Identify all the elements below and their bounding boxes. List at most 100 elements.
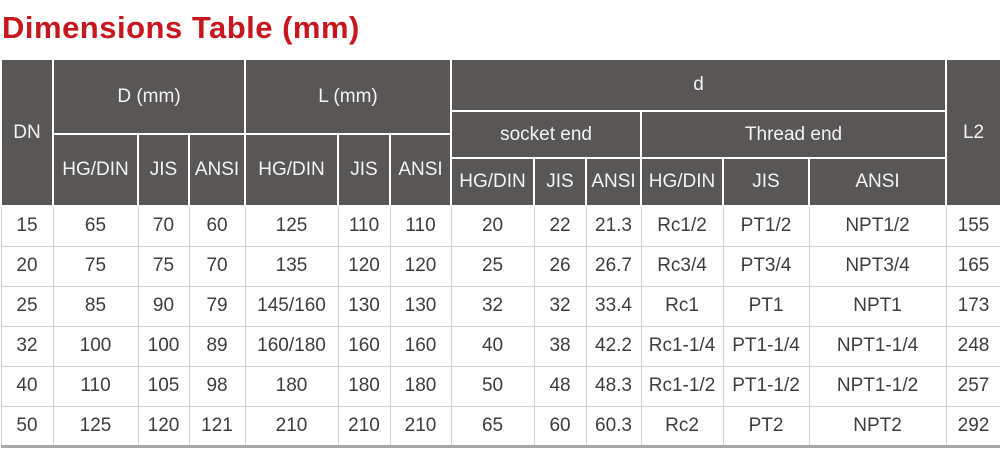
cell-socket-hgdin: 50 bbox=[450, 365, 535, 407]
header-cell-thread-hgdin: HG/DIN bbox=[640, 157, 725, 207]
cell-l-jis: 110 bbox=[337, 205, 391, 247]
cell-l2: 248 bbox=[945, 325, 1000, 367]
cell-thread-hgdin: Rc3/4 bbox=[640, 245, 724, 287]
header-row-2: socket end Thread end bbox=[1, 110, 1000, 159]
cell-thread-ansi: NPT1-1/2 bbox=[808, 365, 947, 407]
table-body: 15 65 70 60 125 110 110 20 22 21.3 Rc1/2… bbox=[0, 205, 1000, 448]
cell-d-hgdin: 100 bbox=[52, 325, 139, 367]
cell-l2: 155 bbox=[945, 205, 1000, 247]
header-cell-l-ansi: ANSI bbox=[389, 133, 453, 207]
cell-socket-jis: 22 bbox=[533, 205, 587, 247]
cell-dn: 50 bbox=[0, 405, 54, 448]
table-row-dn32: 32 100 100 89 160/180 160 160 40 38 42.2… bbox=[0, 325, 1000, 367]
table-row-dn15: 15 65 70 60 125 110 110 20 22 21.3 Rc1/2… bbox=[0, 205, 1000, 247]
cell-d-jis: 100 bbox=[137, 325, 190, 367]
cell-thread-hgdin: Rc1/2 bbox=[640, 205, 724, 247]
header-cell-d-ansi: ANSI bbox=[187, 133, 247, 207]
cell-d-ansi: 79 bbox=[188, 285, 246, 327]
header-cell-l2: L2 bbox=[945, 58, 1000, 207]
cell-socket-ansi: 21.3 bbox=[585, 205, 642, 247]
cell-thread-jis: PT1-1/4 bbox=[722, 325, 810, 367]
cell-d-hgdin: 85 bbox=[52, 285, 139, 327]
cell-thread-ansi: NPT3/4 bbox=[808, 245, 947, 287]
cell-l-ansi: 120 bbox=[389, 245, 452, 287]
cell-socket-jis: 26 bbox=[533, 245, 587, 287]
cell-d-hgdin: 110 bbox=[52, 365, 139, 407]
cell-l2: 292 bbox=[945, 405, 1000, 448]
cell-socket-hgdin: 65 bbox=[450, 405, 535, 448]
cell-socket-hgdin: 32 bbox=[450, 285, 535, 327]
cell-socket-jis: 60 bbox=[533, 405, 587, 448]
cell-l-jis: 130 bbox=[337, 285, 391, 327]
cell-d-ansi: 98 bbox=[188, 365, 246, 407]
cell-d-jis: 70 bbox=[137, 205, 190, 247]
cell-d-jis: 105 bbox=[137, 365, 190, 407]
cell-l-jis: 120 bbox=[337, 245, 391, 287]
cell-thread-ansi: NPT1/2 bbox=[808, 205, 947, 247]
cell-thread-jis: PT1-1/2 bbox=[722, 365, 810, 407]
cell-thread-ansi: NPT1-1/4 bbox=[808, 325, 947, 367]
cell-l-jis: 210 bbox=[337, 405, 391, 448]
header-cell-socket-jis: JIS bbox=[533, 157, 588, 207]
cell-l-hgdin: 135 bbox=[244, 245, 339, 287]
header-cell-l-jis: JIS bbox=[337, 133, 392, 207]
table-row-dn25: 25 85 90 79 145/160 130 130 32 32 33.4 R… bbox=[0, 285, 1000, 327]
cell-dn: 20 bbox=[0, 245, 54, 287]
cell-thread-hgdin: Rc1-1/4 bbox=[640, 325, 724, 367]
cell-socket-hgdin: 20 bbox=[450, 205, 535, 247]
cell-l2: 173 bbox=[945, 285, 1000, 327]
header-row-3: HG/DIN JIS ANSI HG/DIN JIS ANSI bbox=[1, 133, 1000, 207]
cell-d-ansi: 70 bbox=[188, 245, 246, 287]
cell-socket-ansi: 33.4 bbox=[585, 285, 642, 327]
cell-socket-jis: 48 bbox=[533, 365, 587, 407]
cell-dn: 40 bbox=[0, 365, 54, 407]
page-title: Dimensions Table (mm) bbox=[2, 10, 360, 45]
header-cell-thread-jis: JIS bbox=[722, 157, 811, 207]
cell-l-hgdin: 180 bbox=[244, 365, 339, 407]
cell-l2: 165 bbox=[945, 245, 1000, 287]
cell-d-jis: 75 bbox=[137, 245, 190, 287]
cell-thread-hgdin: Rc2 bbox=[640, 405, 724, 448]
cell-l-hgdin: 125 bbox=[244, 205, 339, 247]
cell-d-ansi: 121 bbox=[188, 405, 246, 448]
header-cell-thread-end: Thread end bbox=[640, 110, 948, 159]
header-cell-l-mm: L (mm) bbox=[244, 58, 453, 135]
header-cell-l-hgdin: HG/DIN bbox=[244, 133, 340, 207]
cell-l-hgdin: 160/180 bbox=[244, 325, 339, 367]
cell-l-hgdin: 145/160 bbox=[244, 285, 339, 327]
cell-d-hgdin: 65 bbox=[52, 205, 139, 247]
cell-l2: 257 bbox=[945, 365, 1000, 407]
cell-thread-hgdin: Rc1-1/2 bbox=[640, 365, 724, 407]
table-row-dn20: 20 75 75 70 135 120 120 25 26 26.7 Rc3/4… bbox=[0, 245, 1000, 287]
cell-thread-jis: PT3/4 bbox=[722, 245, 810, 287]
header-cell-d-jis: JIS bbox=[137, 133, 190, 207]
cell-thread-ansi: NPT2 bbox=[808, 405, 947, 448]
cell-d-jis: 120 bbox=[137, 405, 190, 448]
cell-d-hgdin: 75 bbox=[52, 245, 139, 287]
cell-d-hgdin: 125 bbox=[52, 405, 139, 448]
cell-socket-ansi: 26.7 bbox=[585, 245, 642, 287]
cell-dn: 32 bbox=[0, 325, 54, 367]
cell-dn: 15 bbox=[0, 205, 54, 247]
header-cell-d: d bbox=[450, 58, 948, 112]
cell-socket-ansi: 60.3 bbox=[585, 405, 642, 448]
cell-l-jis: 180 bbox=[337, 365, 391, 407]
header-row-1: DN D (mm) L (mm) d L2 bbox=[0, 58, 1000, 207]
cell-socket-hgdin: 25 bbox=[450, 245, 535, 287]
header-cell-d-mm: D (mm) bbox=[51, 58, 247, 135]
cell-thread-jis: PT1/2 bbox=[722, 205, 810, 247]
header-cell-dn: DN bbox=[0, 58, 54, 207]
cell-d-jis: 90 bbox=[137, 285, 190, 327]
cell-thread-jis: PT1 bbox=[722, 285, 810, 327]
cell-socket-ansi: 42.2 bbox=[585, 325, 642, 367]
cell-l-ansi: 210 bbox=[389, 405, 452, 448]
cell-thread-jis: PT2 bbox=[722, 405, 810, 448]
cell-thread-hgdin: Rc1 bbox=[640, 285, 724, 327]
header-cell-socket-end: socket end bbox=[450, 110, 643, 159]
cell-l-hgdin: 210 bbox=[244, 405, 339, 448]
dimensions-table: DN D (mm) L (mm) d L2 socket end Thread … bbox=[0, 58, 1000, 448]
cell-d-ansi: 89 bbox=[188, 325, 246, 367]
header-cell-d-hgdin: HG/DIN bbox=[52, 133, 139, 207]
cell-l-ansi: 110 bbox=[389, 205, 452, 247]
table-row-dn50: 50 125 120 121 210 210 210 65 60 60.3 Rc… bbox=[0, 405, 1000, 448]
